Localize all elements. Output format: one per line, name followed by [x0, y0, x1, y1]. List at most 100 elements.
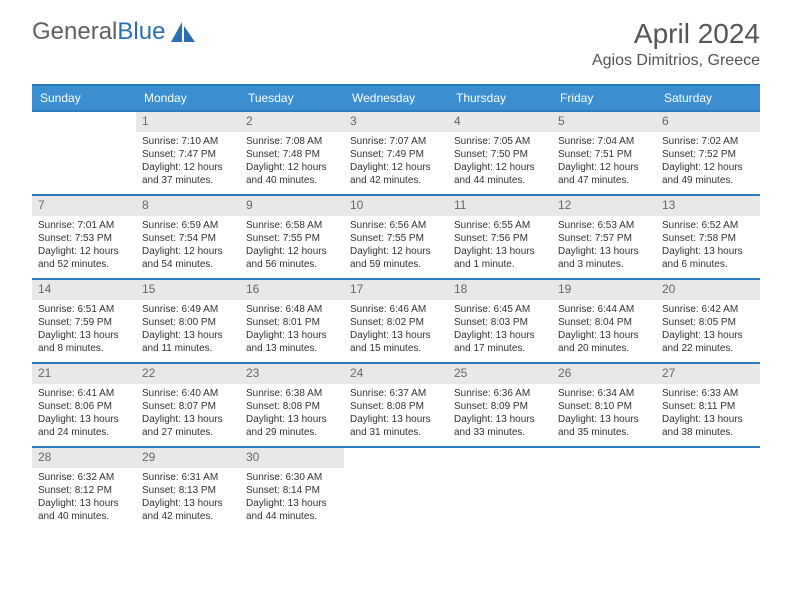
day-number: 27 [656, 364, 760, 384]
day-body: Sunrise: 7:10 AMSunset: 7:47 PMDaylight:… [136, 132, 240, 193]
weeks-container: 1Sunrise: 7:10 AMSunset: 7:47 PMDaylight… [32, 110, 760, 530]
day-number: 4 [448, 112, 552, 132]
sunrise-text: Sunrise: 6:51 AM [38, 303, 130, 316]
daylight-text: Daylight: 13 hours and 6 minutes. [662, 245, 754, 271]
sunrise-text: Sunrise: 6:37 AM [350, 387, 442, 400]
week-row: 7Sunrise: 7:01 AMSunset: 7:53 PMDaylight… [32, 194, 760, 278]
day-cell: 1Sunrise: 7:10 AMSunset: 7:47 PMDaylight… [136, 112, 240, 194]
day-number: 22 [136, 364, 240, 384]
sunrise-text: Sunrise: 7:01 AM [38, 219, 130, 232]
sunrise-text: Sunrise: 6:36 AM [454, 387, 546, 400]
day-body: Sunrise: 6:52 AMSunset: 7:58 PMDaylight:… [656, 216, 760, 277]
daylight-text: Daylight: 12 hours and 59 minutes. [350, 245, 442, 271]
week-row: 28Sunrise: 6:32 AMSunset: 8:12 PMDayligh… [32, 446, 760, 530]
sunset-text: Sunset: 7:57 PM [558, 232, 650, 245]
day-cell: 5Sunrise: 7:04 AMSunset: 7:51 PMDaylight… [552, 112, 656, 194]
day-number: 28 [32, 448, 136, 468]
daylight-text: Daylight: 12 hours and 54 minutes. [142, 245, 234, 271]
sunset-text: Sunset: 7:49 PM [350, 148, 442, 161]
daylight-text: Daylight: 12 hours and 44 minutes. [454, 161, 546, 187]
dayhead-saturday: Saturday [656, 86, 760, 110]
day-body: Sunrise: 6:48 AMSunset: 8:01 PMDaylight:… [240, 300, 344, 361]
dayhead-tuesday: Tuesday [240, 86, 344, 110]
day-body: Sunrise: 6:49 AMSunset: 8:00 PMDaylight:… [136, 300, 240, 361]
day-body: Sunrise: 6:42 AMSunset: 8:05 PMDaylight:… [656, 300, 760, 361]
day-cell: 9Sunrise: 6:58 AMSunset: 7:55 PMDaylight… [240, 196, 344, 278]
day-number: 10 [344, 196, 448, 216]
day-body: Sunrise: 6:31 AMSunset: 8:13 PMDaylight:… [136, 468, 240, 529]
sunrise-text: Sunrise: 6:56 AM [350, 219, 442, 232]
day-cell: 11Sunrise: 6:55 AMSunset: 7:56 PMDayligh… [448, 196, 552, 278]
sunset-text: Sunset: 8:01 PM [246, 316, 338, 329]
sunset-text: Sunset: 8:10 PM [558, 400, 650, 413]
sunset-text: Sunset: 7:58 PM [662, 232, 754, 245]
day-body: Sunrise: 6:38 AMSunset: 8:08 PMDaylight:… [240, 384, 344, 445]
logo-text-1: General [32, 18, 117, 46]
sunset-text: Sunset: 7:59 PM [38, 316, 130, 329]
day-number: 29 [136, 448, 240, 468]
sunset-text: Sunset: 8:14 PM [246, 484, 338, 497]
day-number: 14 [32, 280, 136, 300]
sunset-text: Sunset: 7:47 PM [142, 148, 234, 161]
daylight-text: Daylight: 13 hours and 33 minutes. [454, 413, 546, 439]
day-number: 21 [32, 364, 136, 384]
day-cell: 20Sunrise: 6:42 AMSunset: 8:05 PMDayligh… [656, 280, 760, 362]
day-number [656, 448, 760, 452]
day-cell [344, 448, 448, 530]
sunrise-text: Sunrise: 7:04 AM [558, 135, 650, 148]
daylight-text: Daylight: 12 hours and 52 minutes. [38, 245, 130, 271]
sunrise-text: Sunrise: 6:42 AM [662, 303, 754, 316]
day-body: Sunrise: 6:46 AMSunset: 8:02 PMDaylight:… [344, 300, 448, 361]
day-body: Sunrise: 6:45 AMSunset: 8:03 PMDaylight:… [448, 300, 552, 361]
sunset-text: Sunset: 8:07 PM [142, 400, 234, 413]
sunrise-text: Sunrise: 6:30 AM [246, 471, 338, 484]
sunset-text: Sunset: 8:04 PM [558, 316, 650, 329]
day-body: Sunrise: 6:51 AMSunset: 7:59 PMDaylight:… [32, 300, 136, 361]
calendar: Sunday Monday Tuesday Wednesday Thursday… [32, 84, 760, 530]
day-cell: 23Sunrise: 6:38 AMSunset: 8:08 PMDayligh… [240, 364, 344, 446]
daylight-text: Daylight: 13 hours and 13 minutes. [246, 329, 338, 355]
day-cell: 28Sunrise: 6:32 AMSunset: 8:12 PMDayligh… [32, 448, 136, 530]
day-number [344, 448, 448, 452]
day-number: 2 [240, 112, 344, 132]
daylight-text: Daylight: 12 hours and 47 minutes. [558, 161, 650, 187]
daylight-text: Daylight: 12 hours and 56 minutes. [246, 245, 338, 271]
daylight-text: Daylight: 13 hours and 22 minutes. [662, 329, 754, 355]
day-cell: 3Sunrise: 7:07 AMSunset: 7:49 PMDaylight… [344, 112, 448, 194]
sunset-text: Sunset: 7:48 PM [246, 148, 338, 161]
day-body: Sunrise: 6:55 AMSunset: 7:56 PMDaylight:… [448, 216, 552, 277]
sunrise-text: Sunrise: 6:59 AM [142, 219, 234, 232]
sunrise-text: Sunrise: 6:33 AM [662, 387, 754, 400]
sunrise-text: Sunrise: 7:10 AM [142, 135, 234, 148]
sunrise-text: Sunrise: 6:31 AM [142, 471, 234, 484]
day-body: Sunrise: 7:08 AMSunset: 7:48 PMDaylight:… [240, 132, 344, 193]
day-number: 24 [344, 364, 448, 384]
day-number: 25 [448, 364, 552, 384]
sunset-text: Sunset: 7:51 PM [558, 148, 650, 161]
day-number: 1 [136, 112, 240, 132]
daylight-text: Daylight: 12 hours and 37 minutes. [142, 161, 234, 187]
day-number: 7 [32, 196, 136, 216]
day-body: Sunrise: 7:02 AMSunset: 7:52 PMDaylight:… [656, 132, 760, 193]
sunset-text: Sunset: 8:05 PM [662, 316, 754, 329]
day-cell: 21Sunrise: 6:41 AMSunset: 8:06 PMDayligh… [32, 364, 136, 446]
day-cell: 13Sunrise: 6:52 AMSunset: 7:58 PMDayligh… [656, 196, 760, 278]
dayhead-monday: Monday [136, 86, 240, 110]
sunrise-text: Sunrise: 6:48 AM [246, 303, 338, 316]
day-number: 9 [240, 196, 344, 216]
sunset-text: Sunset: 7:50 PM [454, 148, 546, 161]
day-number: 11 [448, 196, 552, 216]
day-body: Sunrise: 6:53 AMSunset: 7:57 PMDaylight:… [552, 216, 656, 277]
day-cell [552, 448, 656, 530]
daylight-text: Daylight: 13 hours and 40 minutes. [38, 497, 130, 523]
sunrise-text: Sunrise: 6:46 AM [350, 303, 442, 316]
month-title: April 2024 [592, 18, 760, 50]
sunset-text: Sunset: 8:11 PM [662, 400, 754, 413]
day-number: 23 [240, 364, 344, 384]
day-body: Sunrise: 7:05 AMSunset: 7:50 PMDaylight:… [448, 132, 552, 193]
sunset-text: Sunset: 7:52 PM [662, 148, 754, 161]
daylight-text: Daylight: 13 hours and 35 minutes. [558, 413, 650, 439]
day-cell [32, 112, 136, 194]
day-cell: 29Sunrise: 6:31 AMSunset: 8:13 PMDayligh… [136, 448, 240, 530]
day-cell: 25Sunrise: 6:36 AMSunset: 8:09 PMDayligh… [448, 364, 552, 446]
